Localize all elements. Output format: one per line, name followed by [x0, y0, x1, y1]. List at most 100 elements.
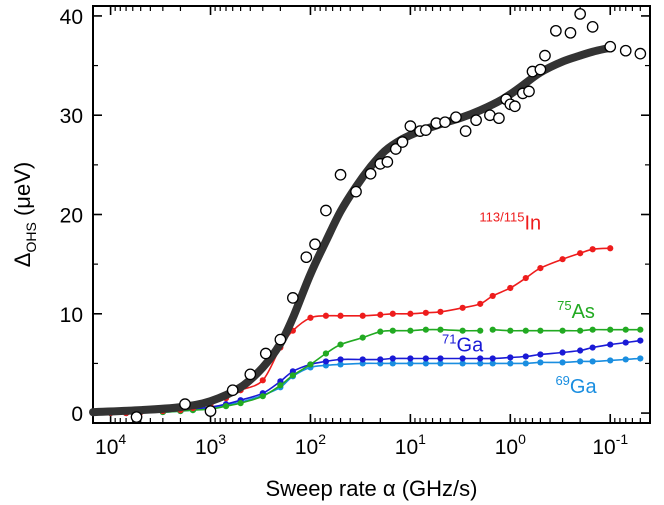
- data-point: [407, 355, 414, 362]
- data-point: [534, 63, 547, 76]
- y-axis-title-main: Δ: [10, 252, 35, 267]
- series-label-main: Ga: [457, 335, 485, 357]
- data-point: [537, 327, 544, 334]
- series-label-sup: 69: [555, 373, 569, 388]
- series-label-71ga: 71Ga: [442, 332, 484, 357]
- data-point: [437, 355, 444, 362]
- data-point: [422, 360, 429, 367]
- data-point: [559, 256, 566, 263]
- data-point: [522, 327, 529, 334]
- data-point: [226, 384, 239, 397]
- series-75as: [89, 326, 644, 417]
- x-tick-exponent: 0: [518, 431, 526, 447]
- data-point: [377, 356, 384, 363]
- data-point: [359, 334, 366, 341]
- data-point: [637, 337, 644, 344]
- data-point: [389, 360, 396, 367]
- data-point: [522, 274, 529, 282]
- x-tick-base: 10: [395, 436, 418, 459]
- data-point: [396, 136, 409, 148]
- x-axis-title: Sweep rate α (GHz/s): [266, 476, 478, 501]
- data-point: [389, 310, 396, 317]
- x-tick-label: 102: [295, 431, 326, 459]
- plot-frame: [92, 5, 651, 424]
- x-tick-exponent: 1: [418, 431, 426, 447]
- data-point: [274, 333, 287, 346]
- x-tick-label: 103: [195, 431, 226, 459]
- data-point: [350, 185, 362, 198]
- data-point: [204, 405, 217, 417]
- data-point: [489, 326, 496, 333]
- data-point: [422, 326, 429, 333]
- data-point: [450, 111, 462, 124]
- x-tick-label: 100: [495, 431, 526, 459]
- y-axis-title-sub: OHS: [23, 222, 39, 252]
- data-point: [130, 411, 143, 423]
- x-tick-base: 10: [592, 436, 615, 459]
- data-point: [377, 328, 384, 335]
- data-point: [422, 309, 429, 316]
- data-point: [359, 356, 366, 363]
- data-point: [507, 354, 514, 361]
- series-line: [492, 328, 641, 332]
- data-point: [459, 125, 472, 137]
- data-point: [259, 377, 266, 384]
- y-axis-title-unit: (μeV): [10, 162, 35, 222]
- data-point: [537, 265, 544, 272]
- data-point: [509, 100, 521, 113]
- data-point: [607, 357, 614, 364]
- data-point: [359, 312, 366, 319]
- x-tick-label: 10-1: [592, 431, 628, 459]
- data-point: [637, 326, 644, 333]
- data-point: [259, 393, 266, 400]
- data-point: [322, 350, 330, 357]
- data-point: [637, 355, 644, 362]
- x-tick-label: 101: [395, 431, 426, 459]
- data-point: [322, 358, 330, 365]
- series-label-sup: 75: [557, 298, 571, 313]
- plot-border: [92, 5, 651, 424]
- data-point: [439, 116, 451, 129]
- series-label-main: Ga: [570, 376, 598, 398]
- data-point: [622, 339, 629, 346]
- data-point: [222, 403, 230, 410]
- data-point: [389, 355, 396, 362]
- data-point: [307, 314, 314, 321]
- data-point: [477, 300, 484, 307]
- data-point: [437, 326, 444, 333]
- data-point: [522, 353, 529, 360]
- data-point: [437, 308, 444, 315]
- data-point: [459, 355, 466, 362]
- data-point: [577, 347, 584, 354]
- x-tick-base: 10: [95, 436, 118, 459]
- data-point: [377, 311, 384, 318]
- data-point: [607, 341, 614, 348]
- series-label-main: As: [572, 301, 595, 323]
- data-point: [522, 360, 529, 367]
- data-point: [470, 114, 482, 127]
- data-point: [307, 361, 314, 368]
- data-point: [407, 310, 414, 317]
- data-point: [559, 349, 566, 356]
- data-point: [459, 304, 466, 311]
- series-label-113-115in: 113/115In: [479, 209, 541, 234]
- data-point: [287, 292, 299, 304]
- y-tick-label: 20: [60, 205, 83, 228]
- data-point: [507, 360, 514, 367]
- data-point: [507, 284, 514, 292]
- data-point: [537, 351, 544, 358]
- y-tick-label: 10: [60, 304, 83, 327]
- data-point: [334, 168, 347, 181]
- data-point: [459, 327, 466, 334]
- y-tick-label: 0: [71, 403, 83, 426]
- data-point: [389, 143, 402, 155]
- data-point: [604, 40, 617, 53]
- data-point: [300, 251, 313, 264]
- data-point: [493, 112, 505, 125]
- data-point: [407, 360, 414, 367]
- data-point: [237, 400, 244, 407]
- data-point: [564, 26, 577, 39]
